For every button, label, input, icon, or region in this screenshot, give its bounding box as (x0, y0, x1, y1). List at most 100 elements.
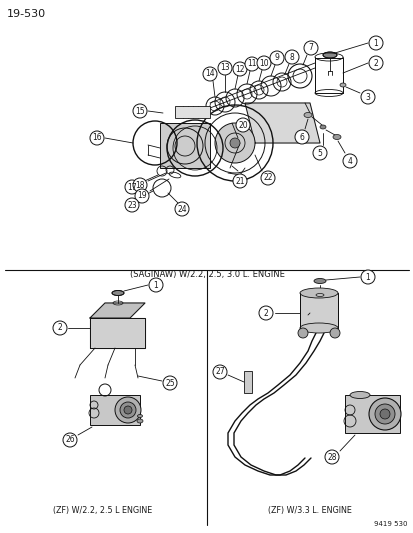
Circle shape (53, 321, 67, 335)
Polygon shape (90, 303, 145, 318)
Ellipse shape (313, 279, 325, 284)
Circle shape (233, 174, 247, 188)
Text: 25: 25 (165, 378, 174, 387)
Circle shape (233, 62, 247, 76)
FancyBboxPatch shape (344, 395, 399, 433)
FancyBboxPatch shape (243, 371, 252, 393)
Text: 1: 1 (365, 272, 370, 281)
Text: 10: 10 (259, 59, 268, 68)
Circle shape (368, 36, 382, 50)
Text: 19-530: 19-530 (7, 9, 46, 19)
Text: 11: 11 (247, 60, 256, 69)
FancyBboxPatch shape (90, 395, 140, 425)
Text: 13: 13 (220, 63, 229, 72)
Circle shape (212, 365, 226, 379)
Circle shape (360, 90, 374, 104)
Circle shape (175, 202, 189, 216)
Text: 21: 21 (235, 176, 244, 185)
FancyBboxPatch shape (299, 293, 337, 328)
Text: 17: 17 (127, 182, 136, 191)
Circle shape (125, 180, 139, 194)
Text: 18: 18 (135, 181, 145, 190)
Circle shape (125, 198, 139, 212)
Circle shape (202, 67, 216, 81)
Circle shape (235, 118, 249, 132)
Circle shape (260, 171, 274, 185)
Circle shape (368, 56, 382, 70)
Ellipse shape (332, 134, 340, 140)
Text: 19: 19 (137, 191, 147, 200)
Circle shape (379, 409, 389, 419)
Circle shape (374, 404, 394, 424)
Ellipse shape (349, 392, 369, 399)
Ellipse shape (322, 52, 336, 58)
Text: 16: 16 (92, 133, 102, 142)
Text: 22: 22 (263, 174, 272, 182)
Ellipse shape (303, 112, 311, 117)
Polygon shape (244, 103, 319, 143)
Text: 26: 26 (65, 435, 75, 445)
Text: 8: 8 (289, 52, 294, 61)
Circle shape (303, 41, 317, 55)
Circle shape (368, 398, 400, 430)
Circle shape (135, 189, 149, 203)
Circle shape (342, 154, 356, 168)
Circle shape (163, 376, 177, 390)
Ellipse shape (137, 415, 142, 417)
Circle shape (149, 278, 163, 292)
Circle shape (259, 306, 272, 320)
Text: (ZF) W/2.2, 2.5 L ENGINE: (ZF) W/2.2, 2.5 L ENGINE (53, 506, 152, 515)
Text: 6: 6 (299, 133, 304, 141)
Ellipse shape (112, 290, 124, 295)
Text: 9: 9 (274, 53, 279, 62)
Circle shape (312, 146, 326, 160)
Text: (SAGINAW) W/2.2, 2.5, 3.0 L. ENGINE: (SAGINAW) W/2.2, 2.5, 3.0 L. ENGINE (129, 270, 284, 279)
Text: 2: 2 (373, 59, 377, 68)
Text: 2: 2 (263, 309, 268, 318)
Ellipse shape (299, 288, 337, 298)
Text: (ZF) W/3.3 L. ENGINE: (ZF) W/3.3 L. ENGINE (267, 506, 351, 515)
Text: 9419 530: 9419 530 (374, 521, 407, 527)
Text: 15: 15 (135, 107, 145, 116)
Text: 5: 5 (317, 149, 322, 157)
Text: 1: 1 (153, 280, 158, 289)
Text: 28: 28 (326, 453, 336, 462)
Circle shape (230, 138, 240, 148)
Circle shape (324, 450, 338, 464)
Circle shape (256, 56, 271, 70)
Circle shape (269, 51, 283, 65)
Circle shape (133, 104, 147, 118)
Circle shape (244, 57, 259, 71)
Circle shape (284, 50, 298, 64)
Text: 2: 2 (57, 324, 62, 333)
Ellipse shape (339, 83, 345, 87)
Circle shape (115, 397, 141, 423)
Circle shape (90, 131, 104, 145)
Circle shape (360, 270, 374, 284)
Text: 1: 1 (373, 38, 377, 47)
Circle shape (297, 328, 307, 338)
Text: 24: 24 (177, 205, 186, 214)
Text: 20: 20 (237, 120, 247, 130)
Text: 4: 4 (347, 157, 351, 166)
FancyBboxPatch shape (159, 123, 209, 168)
Ellipse shape (319, 125, 325, 129)
Text: 3: 3 (365, 93, 370, 101)
Circle shape (329, 328, 339, 338)
Circle shape (218, 61, 231, 75)
Circle shape (124, 406, 132, 414)
Polygon shape (90, 318, 145, 348)
Text: 7: 7 (308, 44, 313, 52)
Circle shape (120, 402, 136, 418)
Circle shape (63, 433, 77, 447)
Text: 23: 23 (127, 200, 136, 209)
Circle shape (133, 178, 147, 192)
Ellipse shape (299, 323, 337, 333)
Circle shape (294, 130, 308, 144)
Circle shape (214, 123, 254, 163)
FancyBboxPatch shape (175, 106, 209, 118)
Ellipse shape (137, 419, 142, 423)
Text: 14: 14 (205, 69, 214, 78)
Text: 27: 27 (215, 367, 224, 376)
Text: 12: 12 (235, 64, 244, 74)
